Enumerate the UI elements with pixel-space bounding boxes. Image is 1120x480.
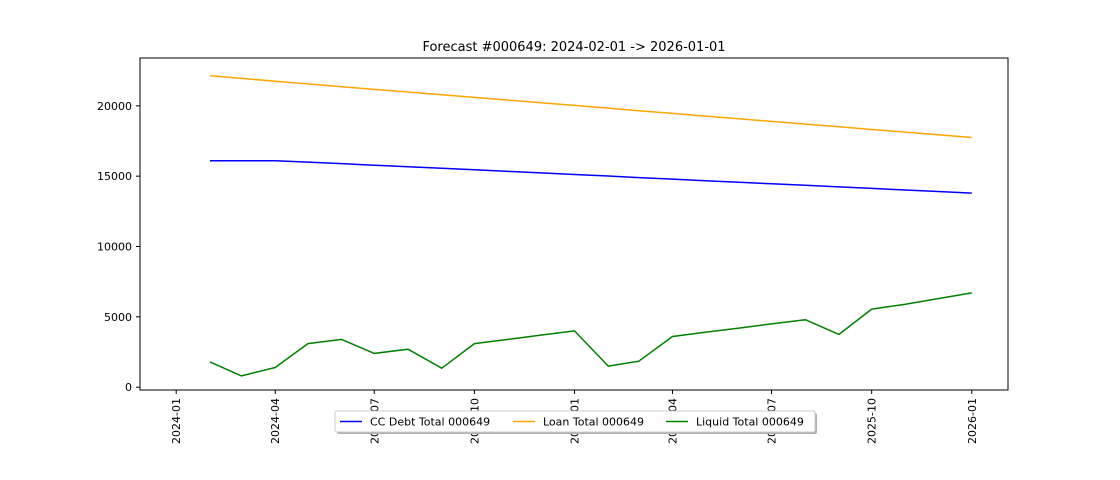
y-tick-label: 0	[125, 381, 132, 394]
series-line-1	[209, 159, 972, 194]
legend-label-3: Liquid Total 000649	[696, 416, 804, 429]
y-tick-label: 5000	[104, 311, 132, 324]
y-tick-label: 20000	[97, 100, 132, 113]
x-tick-label: 2026-01	[966, 398, 979, 444]
y-tick-label: 15000	[97, 170, 132, 183]
x-tick-label: 2024-04	[269, 398, 282, 444]
chart-title: Forecast #000649: 2024-02-01 -> 2026-01-…	[422, 40, 725, 55]
legend-box	[334, 410, 816, 433]
legend-label-2: Loan Total 000649	[543, 416, 644, 429]
series-line-3	[209, 292, 972, 377]
series-line-2	[209, 74, 972, 139]
plot-area: 050001000015000200002024-012024-042024-0…	[97, 57, 1009, 444]
axes-frame	[139, 57, 1009, 391]
x-tick-label: 2025-10	[866, 398, 879, 444]
x-tick-label: 2024-01	[170, 398, 183, 444]
y-tick-label: 10000	[97, 241, 132, 254]
legend: CC Debt Total 000649 Loan Total 000649 Liq…	[334, 410, 817, 434]
legend-label-1: CC Debt Total 000649	[370, 416, 490, 429]
